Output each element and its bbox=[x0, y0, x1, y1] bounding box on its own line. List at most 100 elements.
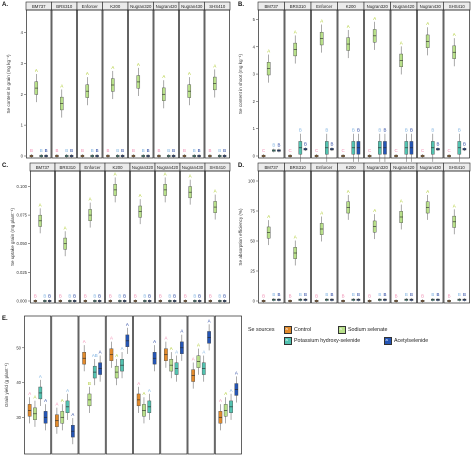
significance-letter: B bbox=[357, 292, 360, 297]
panel-tag: E. bbox=[2, 316, 8, 322]
significance-letter: B bbox=[405, 292, 408, 297]
facet-strip-label: Nugran320 bbox=[367, 165, 389, 170]
significance-letter: C bbox=[288, 148, 291, 153]
y-tick-label: 75 bbox=[250, 209, 255, 214]
y-tick-label: 2 bbox=[253, 99, 256, 104]
facet-frame bbox=[155, 170, 180, 304]
significance-letter: A bbox=[137, 62, 140, 67]
significance-letter: A bbox=[400, 40, 403, 45]
y-axis-label: Se absorption efficiency (%) bbox=[238, 208, 243, 266]
facet-strip-label: Nugran320 bbox=[367, 4, 389, 9]
significance-letter: C bbox=[368, 148, 371, 153]
y-tick-label: 0 bbox=[253, 299, 256, 304]
significance-letter: B bbox=[65, 148, 68, 153]
facet-strip-label: Nugran430 bbox=[181, 4, 203, 9]
y-tick-label: 5 bbox=[253, 17, 256, 22]
significance-letter: B bbox=[73, 293, 76, 298]
significance-letter: A bbox=[175, 350, 178, 355]
significance-letter: A bbox=[197, 343, 200, 348]
facet-strip-label: BM737 bbox=[264, 165, 278, 170]
facet-frame bbox=[337, 170, 364, 304]
significance-letter: A bbox=[453, 32, 456, 37]
significance-letter: B bbox=[410, 128, 413, 133]
significance-letter: B bbox=[378, 292, 381, 297]
facet-frame bbox=[443, 170, 470, 304]
y-axis-label: Se content in shoot (mg kg⁻¹) bbox=[238, 53, 243, 114]
significance-letter: A bbox=[170, 346, 173, 351]
significance-letter: B bbox=[106, 148, 109, 153]
legend-swatch-letter: a bbox=[285, 337, 288, 342]
significance-letter: A bbox=[373, 16, 376, 21]
significance-letter: A bbox=[39, 202, 42, 207]
significance-letter: B bbox=[168, 293, 171, 298]
panel-tag: D. bbox=[238, 163, 244, 169]
legend-label: Control bbox=[294, 327, 312, 333]
facet-frame bbox=[105, 315, 133, 455]
y-tick-label: 50 bbox=[250, 239, 255, 244]
y-tick-label: 30 bbox=[16, 415, 21, 420]
y-tick-label: 1 bbox=[253, 126, 256, 131]
y-axis-label: Se content in grain (mg kg⁻¹) bbox=[6, 54, 11, 114]
significance-letter: A bbox=[143, 391, 146, 396]
y-tick-label: 4 bbox=[21, 30, 24, 35]
legend-swatch: a bbox=[338, 326, 346, 334]
legend-item: a Acetylselenide bbox=[384, 337, 428, 345]
facet-frame bbox=[364, 170, 391, 304]
significance-letter: B bbox=[70, 148, 73, 153]
panel-a: A. Se content in grain (mg kg⁻¹) 0 1 2 3 4 BM73… bbox=[2, 1, 231, 159]
significance-letter: B bbox=[198, 293, 201, 298]
significance-letter: B bbox=[30, 148, 33, 153]
facet-frame bbox=[102, 9, 128, 159]
significance-letter: B bbox=[330, 141, 333, 146]
facet-frame bbox=[77, 9, 103, 159]
significance-letter: C bbox=[315, 148, 318, 153]
y-tick-label: 40 bbox=[16, 380, 21, 385]
significance-letter: B bbox=[405, 128, 408, 133]
significance-letter: B bbox=[223, 148, 226, 153]
significance-letter: A bbox=[230, 388, 233, 393]
significance-letter: B bbox=[218, 148, 221, 153]
facet-frame bbox=[205, 170, 230, 304]
significance-letter: A bbox=[294, 235, 297, 240]
significance-letter: A bbox=[71, 412, 74, 417]
significance-letter: B bbox=[81, 148, 84, 153]
significance-letter: A bbox=[61, 398, 64, 403]
legend-label: Acetylselenide bbox=[394, 338, 429, 344]
significance-letter: B bbox=[330, 292, 333, 297]
panel-tag: B. bbox=[238, 2, 244, 8]
significance-letter: B bbox=[123, 293, 126, 298]
significance-letter: A bbox=[153, 339, 156, 344]
legend: Se sources a Control a Sodium selenate a Pota… bbox=[248, 325, 472, 359]
significance-letter: B bbox=[193, 148, 196, 153]
facet-strip-label: K200 bbox=[110, 4, 121, 9]
significance-letter: B bbox=[299, 292, 302, 297]
significance-letter: B bbox=[98, 293, 101, 298]
significance-letter: B bbox=[45, 148, 48, 153]
significance-letter: A bbox=[320, 211, 323, 216]
significance-letter: A bbox=[89, 197, 92, 202]
significance-letter: B bbox=[289, 293, 292, 298]
facet-strip-label: Enforcer bbox=[316, 165, 333, 170]
facet-frame bbox=[180, 170, 205, 304]
facet-frame bbox=[258, 170, 285, 304]
facet-frame bbox=[128, 9, 154, 159]
facet-frame bbox=[390, 9, 417, 159]
y-tick-label: 0 bbox=[253, 154, 256, 159]
significance-letter: B bbox=[395, 293, 398, 298]
legend-swatch: a bbox=[284, 337, 292, 345]
facet-frame bbox=[179, 9, 205, 159]
y-tick-label: 0.100 bbox=[17, 184, 28, 189]
facet-strip-label: BRS310 bbox=[290, 4, 307, 9]
significance-letter: B bbox=[96, 148, 99, 153]
facet-frame bbox=[160, 315, 188, 455]
significance-letter: A bbox=[34, 395, 37, 400]
significance-letter: C bbox=[394, 148, 397, 153]
legend-item: a Sodium selenate bbox=[338, 326, 387, 334]
y-axis-label: Se uptake grain (mg plant⁻¹) bbox=[10, 207, 15, 266]
legend-item: a Control bbox=[284, 326, 311, 334]
legend-swatch: a bbox=[284, 326, 292, 334]
significance-letter: B bbox=[463, 292, 466, 297]
significance-letter: B bbox=[357, 128, 360, 133]
significance-letter: B bbox=[458, 128, 461, 133]
y-tick-label: 0.075 bbox=[17, 213, 28, 218]
